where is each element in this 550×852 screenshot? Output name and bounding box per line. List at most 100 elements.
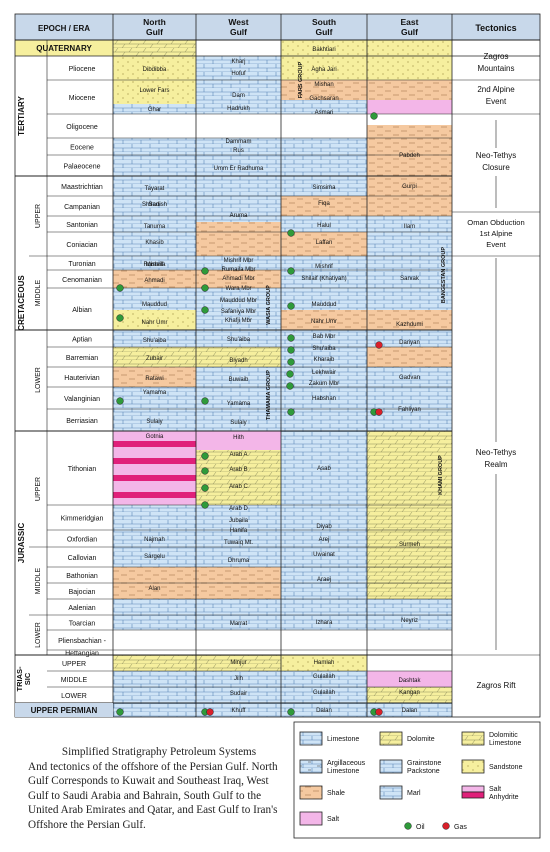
header-north_gulf-2: Gulf [146, 27, 163, 37]
tectonics-2nd-alpine-2: Event [486, 97, 507, 106]
legend-swatch [299, 731, 323, 746]
stage-25: Pliensbachian - [58, 638, 107, 645]
header-west_gulf-1: West [228, 17, 248, 27]
anhydrite-bar [113, 441, 196, 447]
stage-27: UPPER [62, 661, 86, 668]
stage-23: Aalenian [68, 605, 95, 612]
oil-marker [201, 467, 209, 475]
group-fars: FARS GROUP [298, 61, 304, 98]
tectonics-oman-2: 1st Alpine [480, 229, 513, 238]
formation-west-14: Khafji Mbr [225, 318, 252, 324]
formation-west-11: Wara Mbr [225, 286, 251, 292]
lithology-cell [196, 367, 281, 431]
legend-swatch [461, 791, 485, 799]
formation-south-28: Dalan [316, 708, 332, 714]
formation-south-5: Simsima [312, 185, 336, 191]
lithology-cell [281, 431, 367, 530]
lithology-cell [281, 599, 367, 630]
lithology-cell [367, 347, 452, 367]
formation-west-16: Biyadh [229, 358, 247, 364]
stage-29: LOWER [61, 693, 87, 700]
lithology-cell [113, 56, 196, 80]
formation-west-31: Jilh [234, 676, 243, 682]
stage-8: Coniacian [66, 242, 97, 249]
oil-marker [201, 501, 209, 509]
lithology-cell [367, 216, 452, 256]
caption-body: And tectonics of the offshore of the Per… [28, 760, 278, 831]
lithology-cell [367, 703, 452, 717]
lithology-cell [113, 671, 196, 687]
header-north_gulf-1: North [143, 17, 166, 27]
oil-marker [287, 229, 295, 237]
legend-label-gas: Gas [454, 824, 467, 831]
legend-swatch [379, 731, 403, 746]
lithology-cell [281, 100, 367, 114]
tectonics-closure-2: Closure [482, 163, 510, 172]
formation-west-5: Rus [233, 148, 244, 154]
legend-label-3b: Limestone [327, 768, 359, 775]
lithology-cell [113, 80, 196, 104]
formation-north-15: Ratawi [145, 376, 163, 382]
formation-north-11: Mauddud [142, 302, 167, 308]
formation-north-5: Sadi [148, 202, 160, 208]
formation-west-22: Arab B [229, 467, 247, 473]
stage-14: Hauterivian [64, 375, 100, 382]
formation-west-6: Umm Er Radhuma [214, 166, 264, 172]
stage-2: Oligocene [66, 124, 98, 131]
caption: Simplified Stratigraphy Petroleum System… [28, 745, 290, 833]
era-quaternary: QUATERNARY [36, 44, 92, 53]
formation-west-17: Buwaib [229, 377, 249, 383]
formation-east-25: Gadvan [399, 375, 420, 381]
formation-south-23: Araej [317, 577, 331, 583]
header-east_gulf-1: East [401, 17, 419, 27]
lithology-cell [113, 256, 196, 270]
lithology-cell [113, 505, 196, 530]
lithology-cell [281, 703, 367, 717]
group-khami: KHAMI GROUP [438, 455, 444, 495]
lithology-cell [196, 599, 281, 630]
formation-north-19: Najmah [144, 537, 165, 543]
oil-marker [116, 708, 124, 716]
oil-marker [201, 397, 209, 405]
legend-swatch [299, 811, 323, 826]
oil-marker [201, 306, 209, 314]
lithology-cell [113, 367, 196, 387]
formation-west-29: Marrat [230, 621, 248, 627]
tectonics-zagros-2: Mountains [478, 64, 515, 73]
formation-east-6: Gurpi [402, 184, 417, 190]
oil-marker [116, 397, 124, 405]
stage-7: Santonian [66, 222, 98, 229]
formation-north-14: Zubair [146, 356, 163, 362]
formation-south-19: Asab [317, 466, 331, 472]
formation-east-39: Dalan [402, 708, 418, 714]
formation-south-6: Fiqa [318, 201, 330, 207]
tectonics-closure-1: Neo-Tethys [476, 151, 516, 160]
formation-west-2: Dam [232, 93, 245, 99]
formation-north-20: Sargelu [144, 554, 165, 560]
lithology-cell [281, 155, 367, 176]
lithology-cell [281, 655, 367, 671]
stage-19: Oxfordian [67, 537, 97, 544]
formation-east-34: Neyriz [401, 618, 418, 624]
lithology-cell [367, 671, 452, 687]
oil-marker [287, 708, 295, 716]
lithology-cell [196, 655, 281, 671]
formation-east-14: Sarvak [400, 276, 420, 282]
anhydrite-bar [113, 492, 196, 498]
lithology-cell [113, 347, 196, 367]
formation-south-10: Shilaif (Khatiyah) [301, 276, 346, 282]
era-tertiary: TERTIARY [17, 95, 26, 135]
formation-north-9: Rumaila [143, 262, 166, 268]
anhydrite-bar [113, 458, 196, 464]
lithology-cell [196, 256, 281, 270]
stage-24: Toarcian [69, 621, 96, 628]
legend-swatch [461, 785, 485, 793]
formation-south-1: Agha Jari [311, 67, 336, 73]
lithology-cell [196, 703, 281, 717]
lithology-cell [281, 40, 367, 56]
formation-south-13: Bab Mbr [313, 334, 336, 340]
lithology-cell [367, 125, 452, 176]
lithology-cell [196, 138, 281, 155]
formation-west-23: Arab C [229, 484, 248, 490]
gas-marker [375, 341, 383, 349]
